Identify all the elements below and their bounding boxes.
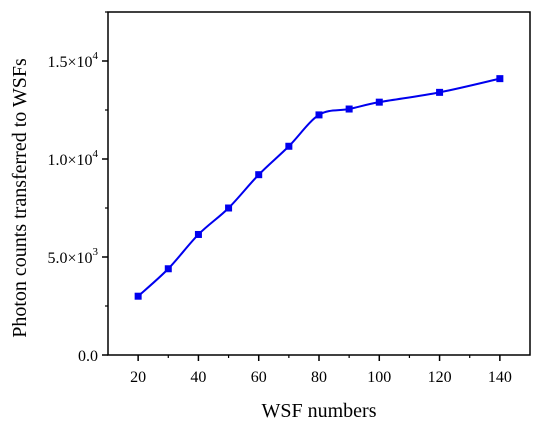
y-tick-label: 0.0 — [78, 348, 98, 365]
y-axis: 0.0 5.0×103 1.0×104 1.5×104 — [47, 11, 108, 365]
data-point — [315, 111, 323, 119]
data-point — [436, 88, 444, 96]
x-tick-label: 80 — [311, 369, 327, 386]
x-axis: 20 40 60 80 100 120 140 — [130, 355, 512, 386]
x-axis-title: WSF numbers — [262, 400, 377, 422]
plot-frame — [107, 11, 531, 356]
data-point — [194, 230, 202, 238]
data-point — [164, 265, 172, 273]
data-point — [285, 142, 293, 150]
x-tick-label: 100 — [367, 369, 391, 386]
plot-border — [107, 11, 531, 356]
y-axis-title: Photon counts transferred to WSFs — [9, 58, 31, 338]
x-tick-label: 120 — [428, 369, 452, 386]
data-point — [375, 98, 383, 106]
series-line — [137, 77, 501, 297]
x-tick-label: 60 — [251, 369, 267, 386]
y-tick-label: 1.0×104 — [47, 148, 98, 169]
data-point — [255, 171, 263, 179]
y-tick-label: 5.0×103 — [47, 246, 98, 267]
x-tick-label: 20 — [130, 369, 146, 386]
data-point — [225, 204, 233, 212]
data-point — [134, 292, 142, 300]
y-tick-label: 1.5×104 — [47, 50, 98, 71]
data-point — [345, 105, 353, 113]
x-tick-label: 140 — [488, 369, 512, 386]
x-tick-label: 40 — [190, 369, 206, 386]
series-layer — [134, 75, 504, 300]
data-point — [496, 75, 504, 83]
